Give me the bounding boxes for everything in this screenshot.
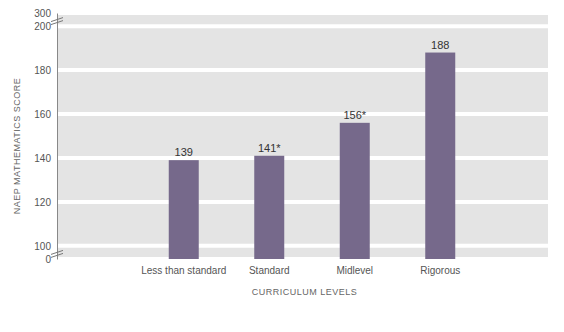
grid-line (57, 24, 548, 28)
data-label: 156* (343, 109, 366, 121)
bar (169, 160, 199, 259)
grid-line (57, 244, 548, 248)
y-tick-label: 300 (34, 8, 51, 19)
x-tick: Rigorous (420, 259, 460, 276)
y-tick: 180 (34, 65, 57, 76)
axis-break (51, 18, 63, 25)
plot-area (57, 13, 548, 259)
grid-line (57, 200, 548, 204)
x-tick: Standard (249, 259, 290, 276)
x-tick-label: Midlevel (336, 265, 373, 276)
chart: 139 141* 156* 188 0 100 120 140 160 180 200 300 Less… (0, 0, 564, 332)
grid-line (57, 156, 548, 160)
y-tick-label: 180 (34, 65, 51, 76)
y-tick-label: 200 (34, 21, 51, 32)
axis-break (51, 250, 63, 257)
x-axis-title: CURRICULUM LEVELS (252, 287, 358, 297)
grid-line (57, 11, 548, 15)
y-tick-label: 140 (34, 153, 51, 164)
bar (254, 156, 284, 259)
y-tick: 300 (34, 8, 57, 19)
x-tick-label: Standard (249, 265, 290, 276)
x-tick-label: Less than standard (141, 265, 226, 276)
x-tick: Midlevel (336, 259, 373, 276)
grid-line (57, 257, 548, 261)
bars (169, 53, 456, 259)
y-axis-line (57, 14, 58, 260)
bar (340, 123, 370, 259)
y-tick-label: 120 (34, 197, 51, 208)
data-label: 141* (258, 142, 281, 154)
y-tick: 0 (45, 254, 57, 265)
grid-line (57, 68, 548, 72)
y-tick: 160 (34, 109, 57, 120)
y-tick: 140 (34, 153, 57, 164)
y-axis: 0 100 120 140 160 180 200 300 (34, 8, 57, 265)
data-label: 139 (175, 146, 193, 158)
y-axis-title: NAEP MATHEMATICS SCORE (12, 78, 22, 215)
x-axis: Less than standard Standard Midlevel Rigoro… (141, 259, 460, 276)
data-label: 188 (431, 39, 449, 51)
y-tick: 200 (34, 21, 57, 32)
grid-line (57, 112, 548, 116)
y-tick-label: 0 (45, 254, 51, 265)
y-tick-label: 160 (34, 109, 51, 120)
plot-background (57, 13, 548, 259)
data-labels: 139 141* 156* 188 (175, 39, 450, 159)
y-tick-label: 100 (34, 241, 51, 252)
bar (425, 53, 455, 259)
y-tick: 100 (34, 241, 57, 252)
y-tick: 120 (34, 197, 57, 208)
x-tick-label: Rigorous (420, 265, 460, 276)
x-tick: Less than standard (141, 259, 226, 276)
